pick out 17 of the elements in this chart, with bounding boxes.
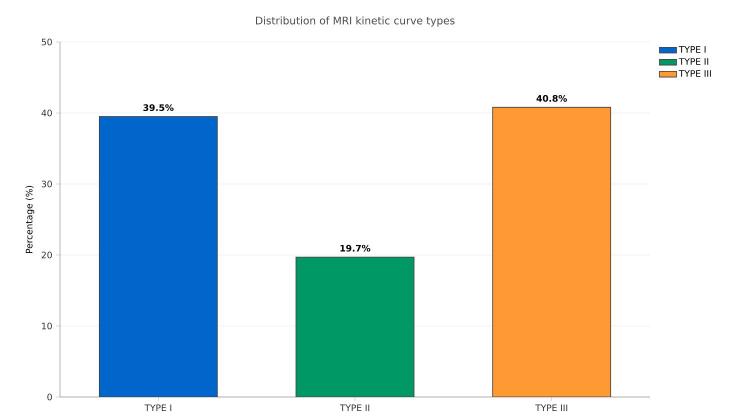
y-tick-label: 50	[42, 38, 52, 46]
data-label: 40.8%	[536, 95, 567, 102]
chart-title: Distribution of MRI kinetic curve types	[256, 16, 455, 26]
legend-label: TYPE III	[678, 70, 711, 77]
y-tick-label: 20	[42, 252, 52, 258]
data-label: 39.5%	[143, 104, 174, 112]
x-tick-label: TYPE II	[340, 404, 370, 412]
x-tick-label: TYPE I	[144, 404, 172, 412]
data-label: 19.7%	[340, 244, 370, 252]
y-tick-label: 0	[47, 394, 52, 400]
y-axis-title: Percentage (%)	[26, 186, 34, 254]
y-tick-label: 30	[42, 180, 52, 188]
y-tick-label: 40	[42, 110, 52, 116]
legend-label: TYPE II	[678, 58, 708, 65]
x-tick-label: TYPE III	[535, 404, 568, 412]
y-tick-label: 10	[42, 322, 52, 330]
legend-label: TYPE I	[678, 46, 706, 53]
